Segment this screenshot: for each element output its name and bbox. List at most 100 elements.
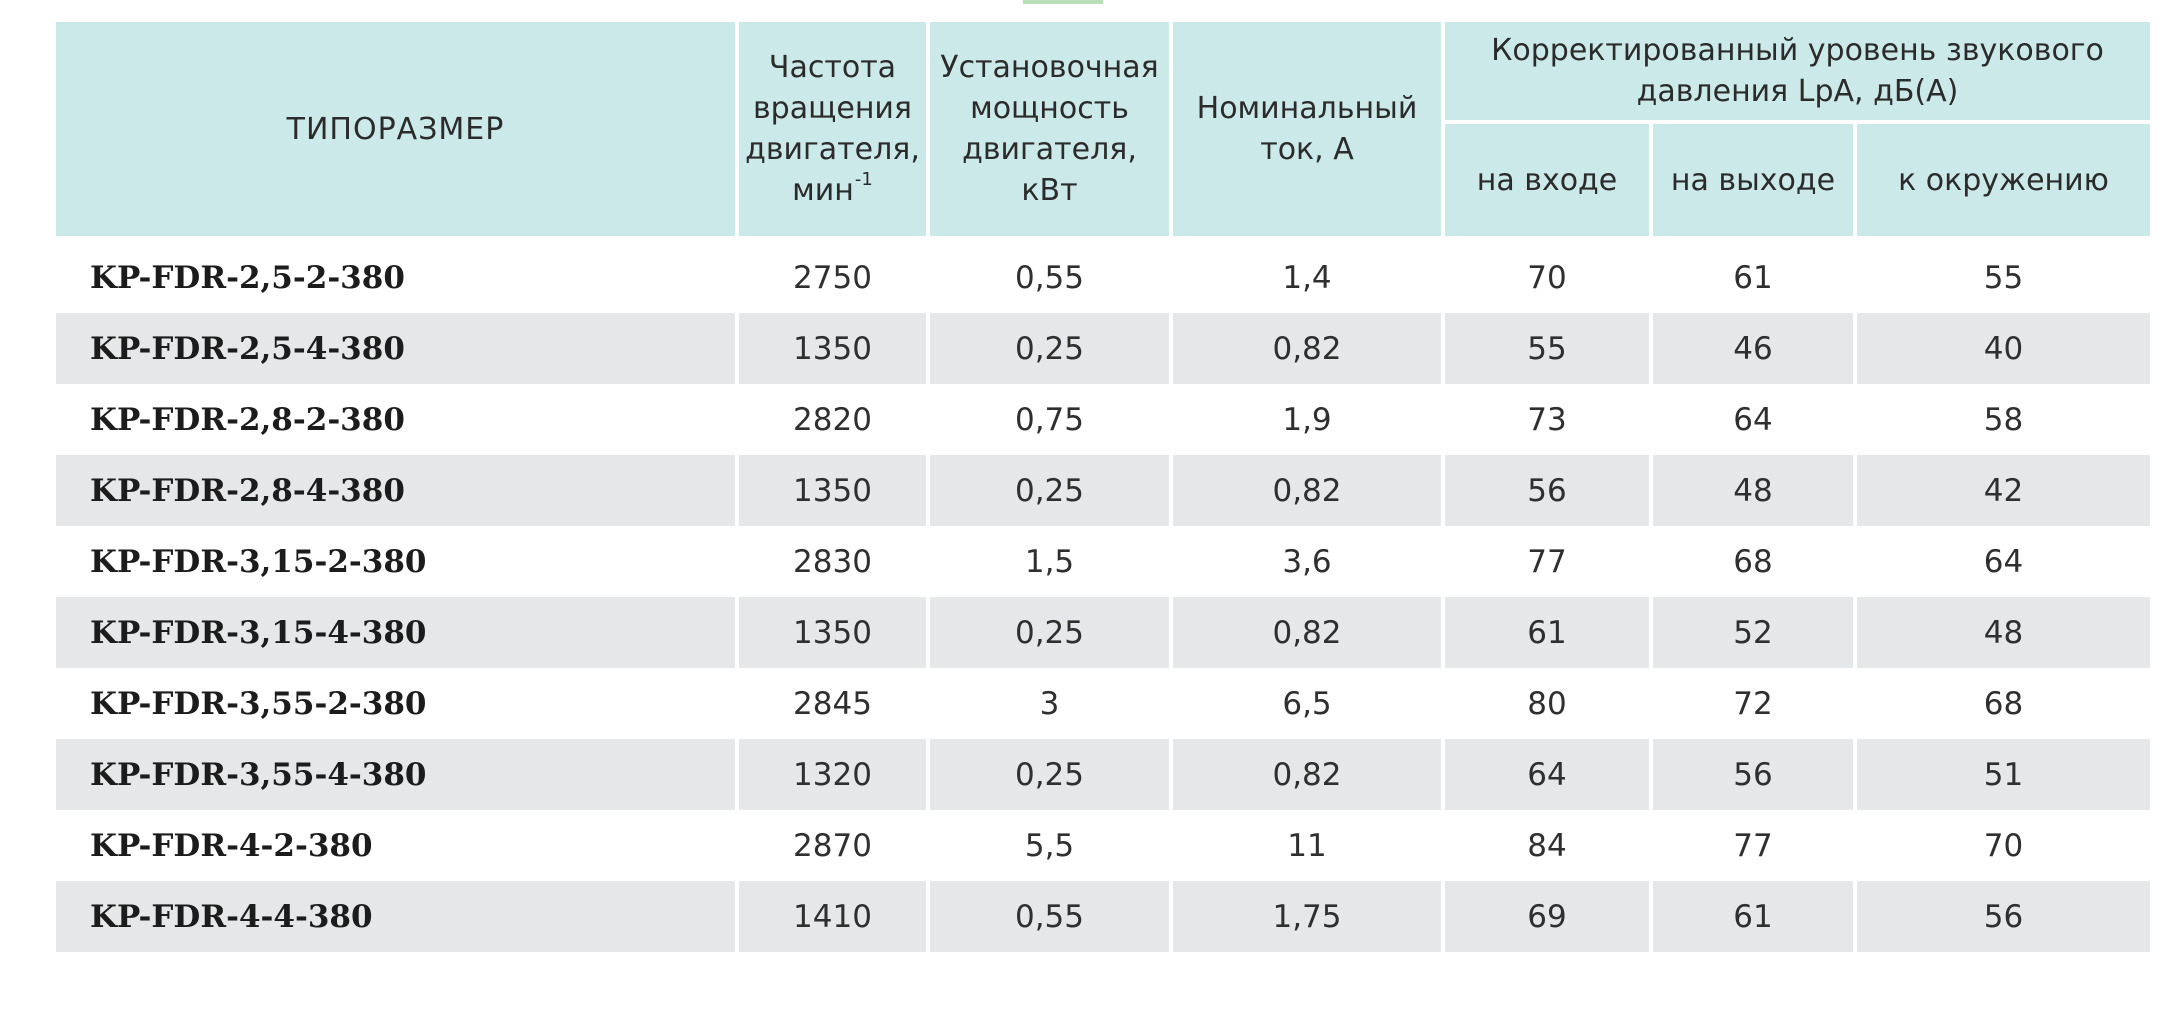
cell-surround: 55	[1983, 259, 2024, 296]
table-row: KP-FDR-3,15-2-380 2830 1,5 3,6 77 68 64	[56, 526, 2150, 597]
header-current-line1: Номинальный	[1196, 91, 1418, 126]
table-row: KP-FDR-2,8-4-380 1350 0,25 0,82 56 48 42	[56, 455, 2150, 526]
fan-specs-table: ТИПОРАЗМЕР Частота вращения двигателя, м…	[56, 22, 2150, 952]
table-row: KP-FDR-2,5-2-380 2750 0,55 1,4 70 61 55	[56, 242, 2150, 313]
cell-outlet: 77	[1653, 810, 1857, 881]
header-power-line2: мощность	[970, 91, 1129, 126]
header-outlet: на выходе	[1653, 124, 1857, 236]
cell-inlet: 70	[1445, 242, 1653, 313]
cell-inlet: 77	[1445, 526, 1653, 597]
cell-current: 0,82	[1173, 739, 1445, 810]
table-row: KP-FDR-3,15-4-380 1350 0,25 0,82 61 52 4…	[56, 597, 2150, 668]
cell-rpm: 2845	[739, 668, 930, 739]
cell-inlet: 64	[1445, 739, 1653, 810]
header-rpm-exponent: -1	[854, 169, 873, 190]
cell-model: KP-FDR-3,55-2-380	[56, 668, 739, 739]
cell-power: 0,75	[930, 384, 1173, 455]
cell-rpm: 1320	[739, 739, 930, 810]
header-power-line1: Установочная	[940, 50, 1159, 85]
cell-current: 6,5	[1173, 668, 1445, 739]
cell-surround: 56	[1857, 881, 2150, 952]
cell-current: 3,6	[1173, 526, 1445, 597]
header-rpm: Частота вращения двигателя, мин-1	[739, 22, 930, 236]
cell-power: 0,25	[930, 313, 1173, 384]
table-row: KP-FDR-3,55-4-380 1320 0,25 0,82 64 56 5…	[56, 739, 2150, 810]
cell-power: 5,5	[930, 810, 1173, 881]
cell-power: 0,55	[930, 242, 1173, 313]
cell-outlet: 52	[1653, 597, 1857, 668]
header-current-line2: ток, А	[1260, 132, 1354, 167]
cell-model: KP-FDR-2,8-4-380	[56, 455, 739, 526]
cell-outlet: 46	[1653, 313, 1857, 384]
cell-current: 0,82	[1173, 313, 1445, 384]
cell-model: KP-FDR-2,8-2-380	[56, 384, 739, 455]
cell-power: 1,5	[930, 526, 1173, 597]
cell-inlet: 80	[1445, 668, 1653, 739]
header-surround: к окружению	[1857, 124, 2150, 236]
cell-current: 0,82	[1173, 597, 1445, 668]
header-power: Установочная мощность двигателя, кВт	[930, 22, 1173, 236]
cell-inlet: 84	[1445, 810, 1653, 881]
cell-model: KP-FDR-3,55-4-380	[56, 739, 739, 810]
cell-surround: 64	[1983, 543, 2024, 580]
cell-rpm: 1350	[739, 313, 930, 384]
cell-outlet: 48	[1653, 455, 1857, 526]
top-accent-mark	[1023, 0, 1103, 4]
header-row-sub: на входе на выходе к окружению	[56, 124, 2150, 236]
header-power-line3: двигателя,	[962, 132, 1137, 167]
header-rpm-line4: мин	[792, 173, 854, 208]
cell-power: 0,25	[930, 597, 1173, 668]
cell-power: 0,55	[930, 881, 1173, 952]
table-row: KP-FDR-4-4-380 1410 0,55 1,75 69 61 56	[56, 881, 2150, 952]
cell-outlet: 72	[1653, 668, 1857, 739]
header-model: ТИПОРАЗМЕР	[56, 22, 739, 236]
cell-rpm: 2830	[739, 526, 930, 597]
cell-power: 0,25	[930, 739, 1173, 810]
cell-inlet: 61	[1445, 597, 1653, 668]
cell-surround: 68	[1983, 685, 2024, 722]
cell-surround: 58	[1983, 401, 2024, 438]
cell-inlet: 56	[1445, 455, 1653, 526]
cell-rpm: 2750	[739, 242, 930, 313]
header-row-top: ТИПОРАЗМЕР Частота вращения двигателя, м…	[56, 22, 2150, 236]
cell-surround: 40	[1857, 313, 2150, 384]
table-row: KP-FDR-3,55-2-380 2845 3 6,5 80 72 68	[56, 668, 2150, 739]
cell-surround: 51	[1857, 739, 2150, 810]
cell-inlet: 73	[1445, 384, 1653, 455]
cell-power: 3	[930, 668, 1173, 739]
cell-outlet: 61	[1653, 881, 1857, 952]
cell-rpm: 1410	[739, 881, 930, 952]
cell-model: KP-FDR-4-4-380	[56, 881, 739, 952]
cell-outlet: 56	[1653, 739, 1857, 810]
header-rpm-line3: двигателя,	[745, 132, 920, 167]
cell-surround: 42	[1857, 455, 2150, 526]
table-header: ТИПОРАЗМЕР Частота вращения двигателя, м…	[56, 22, 2150, 242]
table-body: KP-FDR-2,5-2-380 2750 0,55 1,4 70 61 55 …	[56, 242, 2150, 952]
cell-model: KP-FDR-2,5-4-380	[56, 313, 739, 384]
cell-outlet: 68	[1653, 526, 1857, 597]
header-inlet: на входе	[1445, 124, 1653, 236]
header-sound-line2: давления LpA, дБ(А)	[1636, 74, 1959, 109]
table-row: KP-FDR-2,8-2-380 2820 0,75 1,9 73 64 58	[56, 384, 2150, 455]
header-spacer-cell	[56, 236, 2150, 242]
header-spacer	[56, 236, 2150, 242]
cell-current: 1,4	[1173, 242, 1445, 313]
cell-current: 11	[1173, 810, 1445, 881]
cell-outlet: 64	[1653, 384, 1857, 455]
header-sound-line1: Корректированный уровень звукового	[1491, 33, 2104, 68]
header-rpm-line1: Частота	[768, 50, 897, 85]
cell-outlet: 61	[1653, 242, 1857, 313]
cell-rpm: 2870	[739, 810, 930, 881]
cell-model: KP-FDR-4-2-380	[56, 810, 739, 881]
table-row: KP-FDR-2,5-4-380 1350 0,25 0,82 55 46 40	[56, 313, 2150, 384]
cell-rpm: 2820	[739, 384, 930, 455]
cell-current: 0,82	[1173, 455, 1445, 526]
cell-model: KP-FDR-3,15-4-380	[56, 597, 739, 668]
cell-inlet: 55	[1445, 313, 1653, 384]
table-row: KP-FDR-4-2-380 2870 5,5 11 84 77 70	[56, 810, 2150, 881]
cell-model: KP-FDR-3,15-2-380	[56, 526, 739, 597]
header-rpm-line2: вращения	[753, 91, 912, 126]
cell-power: 0,25	[930, 455, 1173, 526]
cell-rpm: 1350	[739, 597, 930, 668]
header-power-line4: кВт	[1021, 173, 1078, 208]
